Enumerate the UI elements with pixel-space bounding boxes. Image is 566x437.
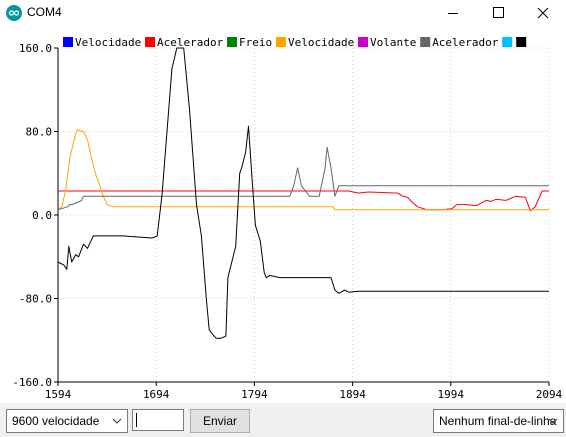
send-input[interactable] (132, 409, 184, 431)
send-button[interactable]: Enviar (190, 409, 250, 433)
series-line (58, 190, 549, 212)
text-cursor (136, 413, 137, 427)
legend-label: Acelerador (157, 36, 224, 49)
legend-label: Velocidade (75, 36, 141, 49)
minimize-button[interactable] (431, 0, 476, 26)
close-button[interactable] (521, 0, 566, 26)
chevron-down-icon (112, 418, 122, 424)
y-tick-label: -80.0 (19, 293, 52, 306)
baud-rate-value: 9600 velocidade (12, 414, 100, 428)
x-tick-label: 1994 (438, 388, 465, 401)
legend-label: Acelerador (432, 36, 499, 49)
maximize-button[interactable] (476, 0, 521, 26)
series-line (57, 146, 549, 211)
legend-swatch (516, 37, 527, 47)
x-tick-label: 1894 (339, 388, 366, 401)
legend-swatch (420, 37, 431, 47)
y-tick-label: 0.0 (32, 209, 52, 222)
legend-label: Velocidade (288, 36, 354, 49)
y-tick-label: -160.0 (12, 376, 52, 389)
line-ending-select[interactable]: Nenhum final-de-linha (433, 409, 564, 433)
series-line (57, 128, 549, 211)
legend-swatch (63, 37, 73, 47)
legend-label: Volante (370, 36, 416, 49)
x-tick-label: 1594 (45, 388, 72, 401)
x-tick-label: 1794 (241, 388, 268, 401)
minimize-icon (448, 13, 458, 14)
legend-swatch (358, 37, 368, 47)
maximize-icon (493, 7, 504, 18)
close-icon (537, 7, 549, 19)
y-tick-label: 80.0 (26, 126, 53, 139)
window-title: COM4 (27, 5, 62, 19)
arduino-icon (6, 5, 22, 21)
series-line (57, 47, 549, 339)
chevron-down-icon (548, 418, 558, 424)
legend-swatch (227, 37, 237, 47)
legend-swatch (276, 37, 286, 47)
x-tick-label: 2094 (536, 388, 563, 401)
legend-swatch (502, 37, 513, 47)
x-tick-label: 1694 (143, 388, 170, 401)
y-tick-label: 160.0 (19, 42, 52, 55)
baud-rate-select[interactable]: 9600 velocidade (6, 409, 128, 433)
legend-swatch (145, 37, 155, 47)
title-bar: COM4 (0, 0, 566, 26)
legend-label: Freio (239, 36, 272, 49)
line-ending-value: Nenhum final-de-linha (439, 414, 557, 428)
